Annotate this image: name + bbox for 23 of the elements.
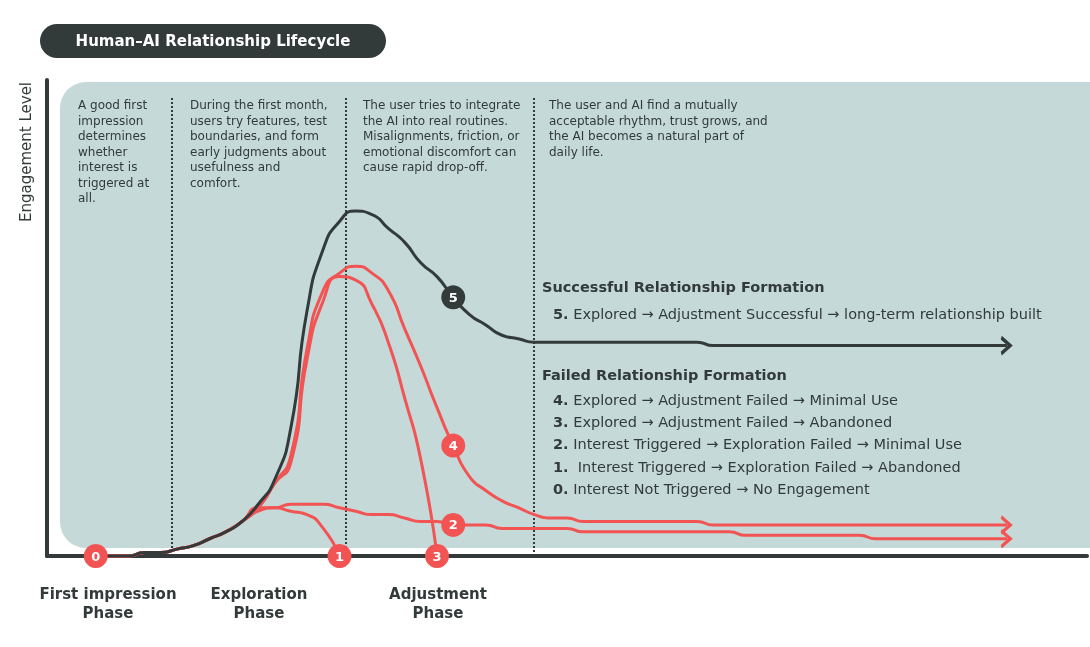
annotation: 5. Explored → Adjustment Successful → long-term relationship built bbox=[553, 306, 1042, 322]
annotation: 0. Interest Not Triggered → No Engagement bbox=[553, 481, 870, 497]
text: The user and AI find a mutually acceptable rhythm, trust grows, and the AI becomes a natural part of daily life. bbox=[549, 98, 769, 160]
annotation: 4. Explored → Adjustment Failed → Minimal Use bbox=[553, 392, 898, 408]
series-label: 0 bbox=[91, 548, 101, 564]
series-label: 4 bbox=[448, 438, 458, 454]
text: Adjustment Phase bbox=[388, 585, 488, 623]
annotation: 2. Interest Triggered → Exploration Failed → Minimal Use bbox=[553, 436, 962, 452]
series-label: 5 bbox=[448, 289, 458, 305]
series-label: 3 bbox=[432, 548, 442, 564]
text: A good first impression determines whether interest is triggered at all. bbox=[78, 98, 151, 207]
series-label: 1 bbox=[334, 548, 345, 564]
chart-title: Human–AI Relationship Lifecycle bbox=[40, 24, 386, 58]
text: Exploration Phase bbox=[209, 585, 309, 623]
text: The user tries to integrate the AI into real routines. Misalignments, friction, or emotional discomfort can cause rapid drop-off. bbox=[363, 98, 522, 176]
annotation: Failed Relationship Formation bbox=[542, 367, 788, 383]
series-label: 2 bbox=[448, 517, 458, 533]
y-axis-title: Engagement Level bbox=[17, 81, 35, 223]
text: First impression Phase bbox=[38, 585, 178, 623]
annotation: 1. Interest Triggered → Exploration Failed → Abandoned bbox=[553, 459, 961, 475]
text: During the first month, users try features, test boundaries, and form early judgments about usefulness and comfort. bbox=[190, 98, 328, 191]
annotation: 3. Explored → Adjustment Failed → Abandoned bbox=[553, 414, 893, 430]
annotation: Successful Relationship Formation bbox=[542, 279, 826, 295]
